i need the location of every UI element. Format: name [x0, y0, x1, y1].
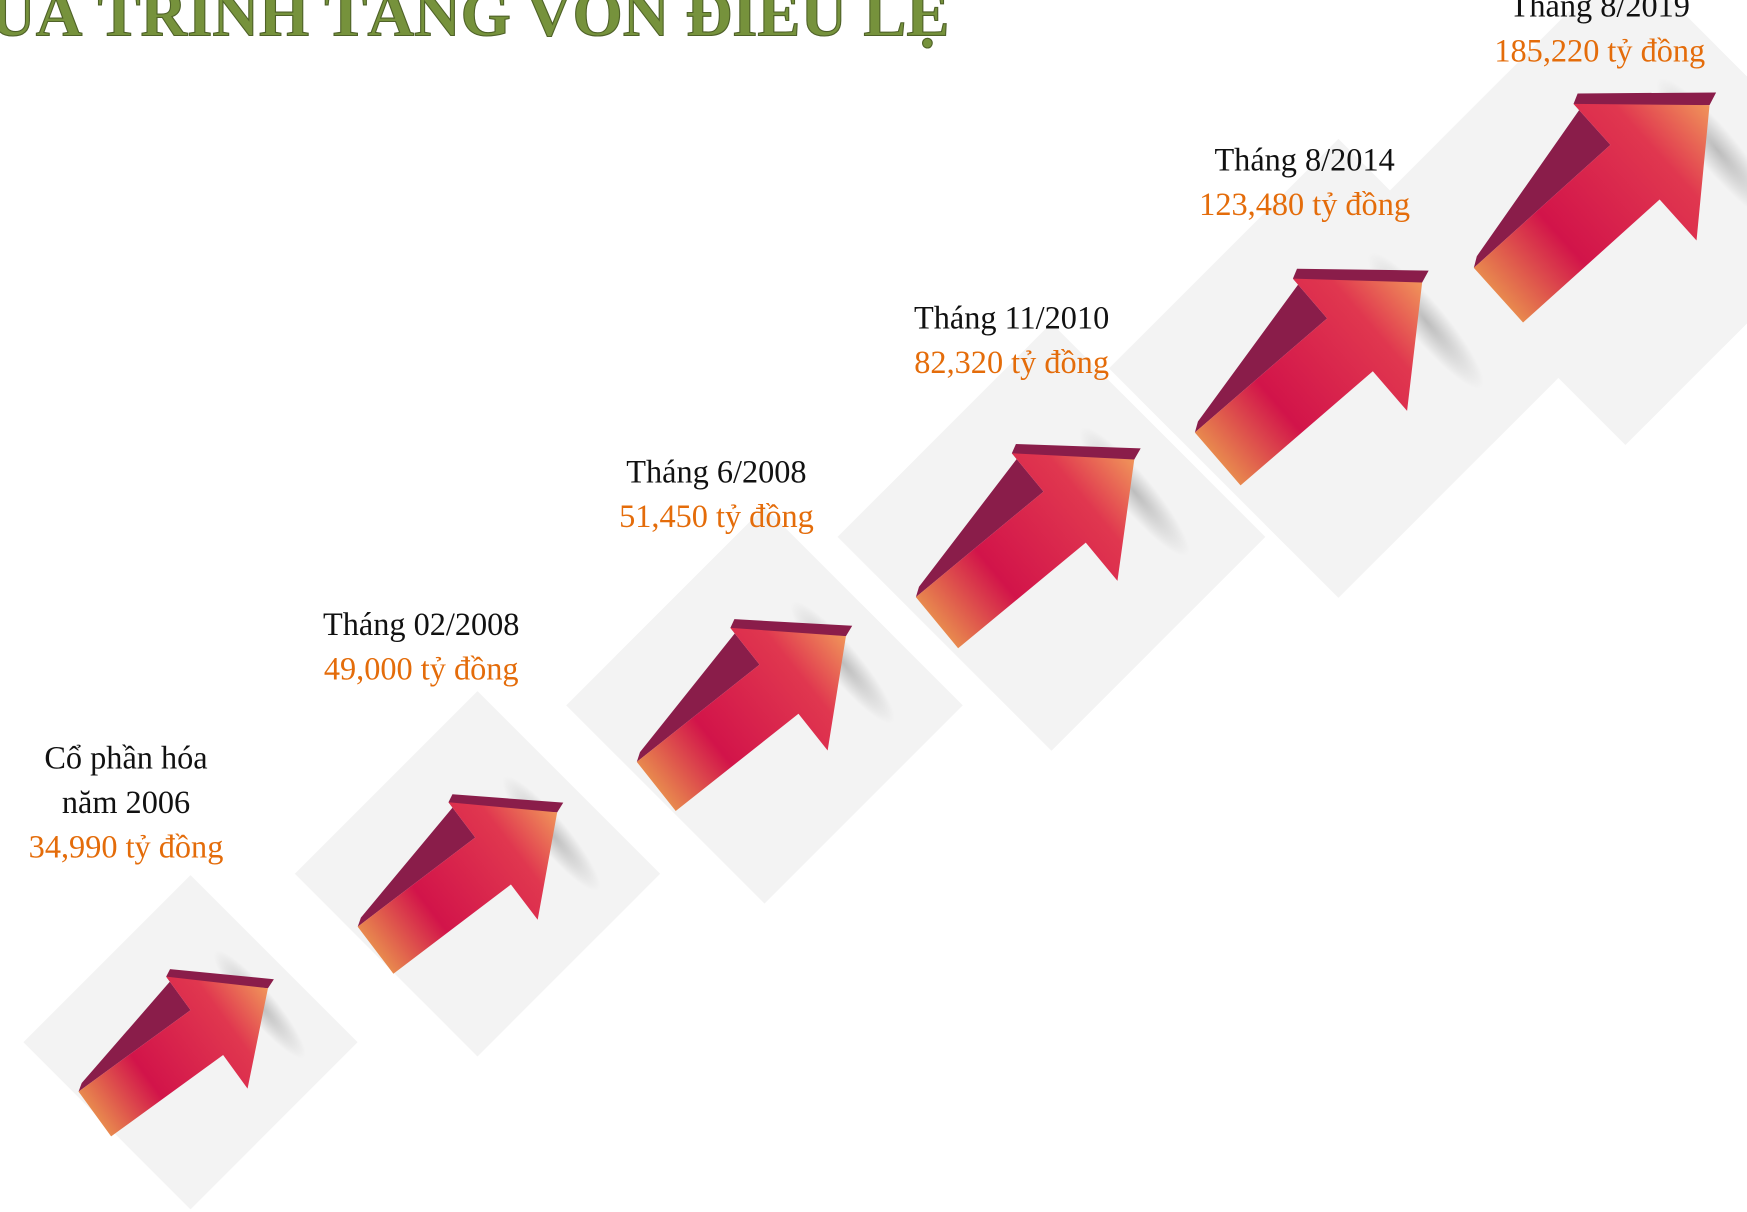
label: Tháng 8/2019 [1510, 0, 1690, 24]
value: 51,450 tỷ đồng [619, 498, 814, 534]
title: QUÁ TRÌNH TĂNG VỐN ĐIỀU LỆ [0, 0, 950, 50]
infographic: QUÁ TRÌNH TĂNG VỐN ĐIỀU LỆ 34,990 tỷ đồn… [0, 0, 1747, 1212]
label: năm 2006 [62, 784, 190, 820]
tiles [23, 0, 1747, 1209]
label: Tháng 02/2008 [323, 606, 519, 642]
value: 185,220 tỷ đồng [1494, 32, 1705, 68]
label: Tháng 8/2014 [1214, 141, 1394, 177]
value: 82,320 tỷ đồng [914, 344, 1109, 380]
label: Tháng 11/2010 [914, 300, 1109, 336]
value: 123,480 tỷ đồng [1199, 186, 1410, 222]
label: Cổ phần hóa [44, 740, 207, 776]
value: 34,990 tỷ đồng [29, 829, 224, 865]
value: 49,000 tỷ đồng [324, 651, 519, 687]
page: QUÁ TRÌNH TĂNG VỐN ĐIỀU LỆ 34,990 tỷ đồn… [0, 0, 1747, 1212]
label: Tháng 6/2008 [626, 453, 806, 489]
